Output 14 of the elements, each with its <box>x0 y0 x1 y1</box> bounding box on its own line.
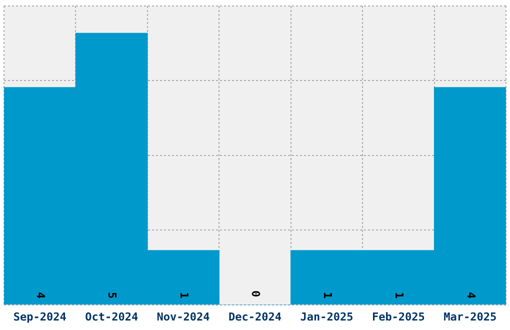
x-tick-label: Feb-2025 <box>372 310 425 324</box>
x-tick-label: Jan-2025 <box>300 310 354 324</box>
data-label: 1 <box>320 292 334 299</box>
x-tick-label: Sep-2024 <box>13 310 67 324</box>
x-tick-label: Dec-2024 <box>228 310 282 324</box>
data-label: 4 <box>464 292 478 299</box>
data-label: 5 <box>106 292 119 299</box>
x-tick-label: Nov-2024 <box>156 310 210 324</box>
x-tick-label: Mar-2025 <box>444 310 497 324</box>
data-label: 1 <box>392 292 406 299</box>
data-label: 0 <box>249 290 262 298</box>
data-label: 1 <box>177 292 190 299</box>
x-tick-label: Oct-2024 <box>85 310 138 324</box>
data-label: 4 <box>34 292 47 299</box>
